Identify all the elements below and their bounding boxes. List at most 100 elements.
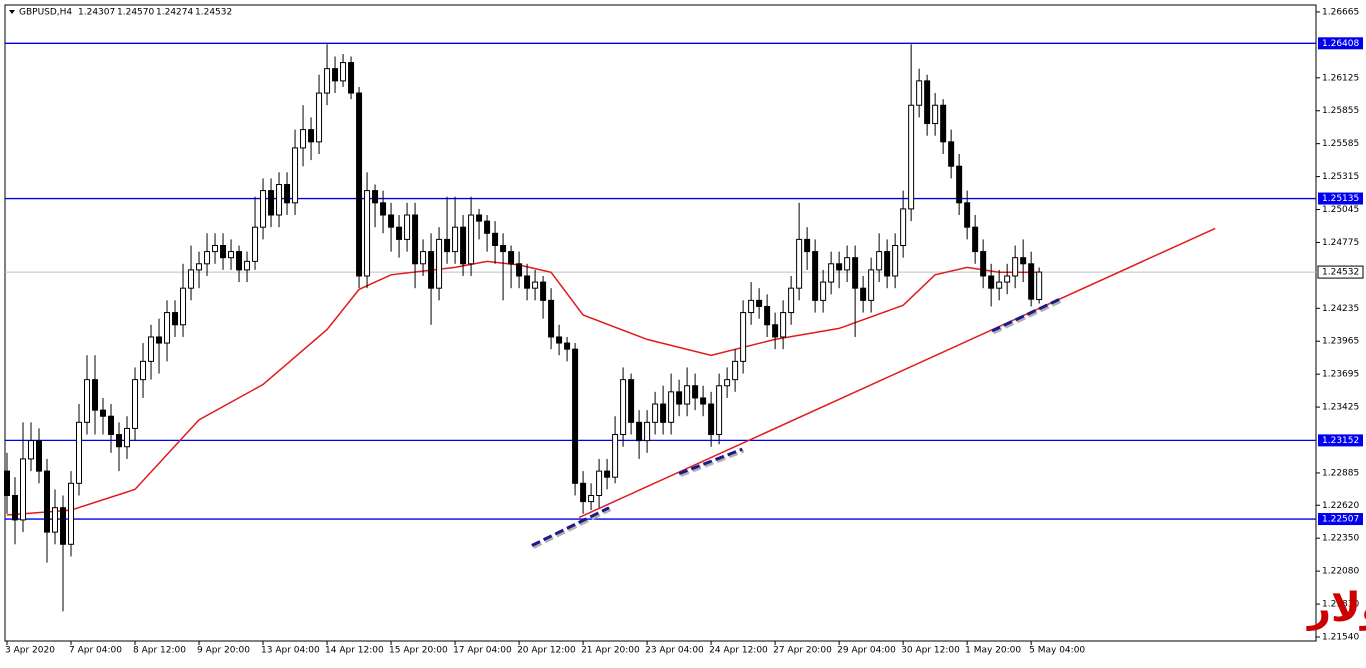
- candle-body: [540, 281, 547, 301]
- candle-body: [996, 281, 1003, 289]
- candle-body: [340, 62, 347, 82]
- candle-body: [716, 385, 723, 436]
- y-tick-label: 1.25855: [1322, 106, 1359, 116]
- candle-body: [476, 214, 483, 222]
- candle-body: [356, 92, 363, 277]
- y-tick-label: 1.25585: [1322, 139, 1359, 149]
- candle-body: [556, 336, 563, 344]
- level-label: 1.22507: [1322, 515, 1359, 525]
- candle-body: [188, 269, 195, 289]
- candle-body: [948, 141, 955, 167]
- candle-body: [28, 440, 35, 460]
- candle-body: [220, 244, 227, 259]
- candle-body: [452, 226, 459, 253]
- candle-body: [12, 495, 19, 521]
- candle-body: [748, 299, 755, 314]
- candle-body: [84, 379, 91, 423]
- header-symbol: GBPUSD,H4: [19, 8, 72, 18]
- header-open: 1.24307: [78, 8, 115, 18]
- candle-body: [580, 482, 587, 503]
- candle-body: [764, 305, 771, 326]
- candle-body: [796, 238, 803, 289]
- candle-body: [516, 263, 523, 277]
- candle-body: [700, 397, 707, 405]
- candle-body: [868, 269, 875, 301]
- candle-body: [252, 226, 259, 262]
- candle-body: [692, 385, 699, 399]
- candle-body: [844, 257, 851, 271]
- x-tick-label: 23 Apr 04:00: [645, 646, 704, 656]
- candle-body: [428, 251, 435, 289]
- candle-body: [988, 275, 995, 289]
- candle-body: [52, 507, 59, 533]
- candle-body: [380, 202, 387, 216]
- dashed-line-shadow: [532, 508, 612, 549]
- candle-body: [908, 104, 915, 210]
- candle-body: [724, 379, 731, 387]
- y-tick-label: 1.22080: [1322, 567, 1359, 577]
- dashed-line-shadow: [680, 449, 745, 477]
- candle-body: [500, 244, 507, 253]
- menu-arrow[interactable]: [9, 10, 15, 14]
- candle-body: [372, 190, 379, 204]
- candle-body: [20, 458, 27, 521]
- y-tick-label: 1.22350: [1322, 534, 1359, 544]
- candle-body: [180, 287, 187, 326]
- candle-body: [532, 281, 539, 289]
- candle-body: [420, 251, 427, 265]
- candle-body: [676, 391, 683, 405]
- candle-body: [460, 226, 467, 265]
- level-label: 1.23152: [1322, 436, 1359, 446]
- candle-body: [916, 80, 923, 106]
- plot-frame: [4, 4, 1317, 642]
- candle-body: [588, 495, 595, 503]
- candle-body: [196, 263, 203, 271]
- candle-body: [980, 251, 987, 277]
- candle-body: [236, 251, 243, 271]
- candle-body: [852, 257, 859, 289]
- candle-body: [660, 403, 667, 423]
- header-high: 1.24570: [117, 8, 154, 18]
- candle-body: [468, 214, 475, 265]
- dashed-trend-line: [531, 506, 610, 547]
- y-tick-label: 1.21540: [1322, 632, 1359, 642]
- level-label-box: [1318, 192, 1363, 205]
- x-tick-label: 3 Apr 2020: [5, 646, 55, 656]
- candle-body: [68, 482, 75, 545]
- candle-body: [364, 190, 371, 277]
- candle-body: [436, 238, 443, 289]
- candle-body: [620, 379, 627, 436]
- candle-body: [732, 360, 739, 381]
- candle-body: [924, 80, 931, 125]
- candle-body: [388, 214, 395, 228]
- x-tick-label: 30 Apr 12:00: [901, 646, 960, 656]
- y-tick-label: 1.24235: [1322, 304, 1359, 314]
- candle-body: [812, 251, 819, 301]
- candle-body: [604, 470, 611, 478]
- candle-body: [404, 214, 411, 240]
- candle-body: [348, 62, 355, 94]
- y-tick-label: 1.22620: [1322, 501, 1359, 511]
- moving-average: [6, 260, 1040, 516]
- candle-body: [4, 470, 11, 497]
- candle-body: [292, 147, 299, 204]
- x-tick-label: 13 Apr 04:00: [261, 646, 320, 656]
- candle-body: [652, 403, 659, 423]
- x-tick-label: 21 Apr 20:00: [581, 646, 640, 656]
- candle-body: [116, 434, 123, 448]
- annotation: الباوند دولار: [1306, 585, 1366, 631]
- candle-body: [132, 379, 139, 429]
- x-tick-label: 9 Apr 20:00: [197, 646, 250, 656]
- candle-body: [636, 421, 643, 442]
- candle-body: [276, 184, 283, 216]
- candle-body: [972, 226, 979, 253]
- candle-body: [940, 104, 947, 143]
- candle-body: [164, 312, 171, 344]
- candle-body: [628, 379, 635, 423]
- x-tick-label: 7 Apr 04:00: [69, 646, 122, 656]
- candle-body: [100, 409, 107, 417]
- candle-body: [204, 251, 211, 265]
- candle-body: [684, 385, 691, 405]
- y-tick-label: 1.23425: [1322, 403, 1359, 413]
